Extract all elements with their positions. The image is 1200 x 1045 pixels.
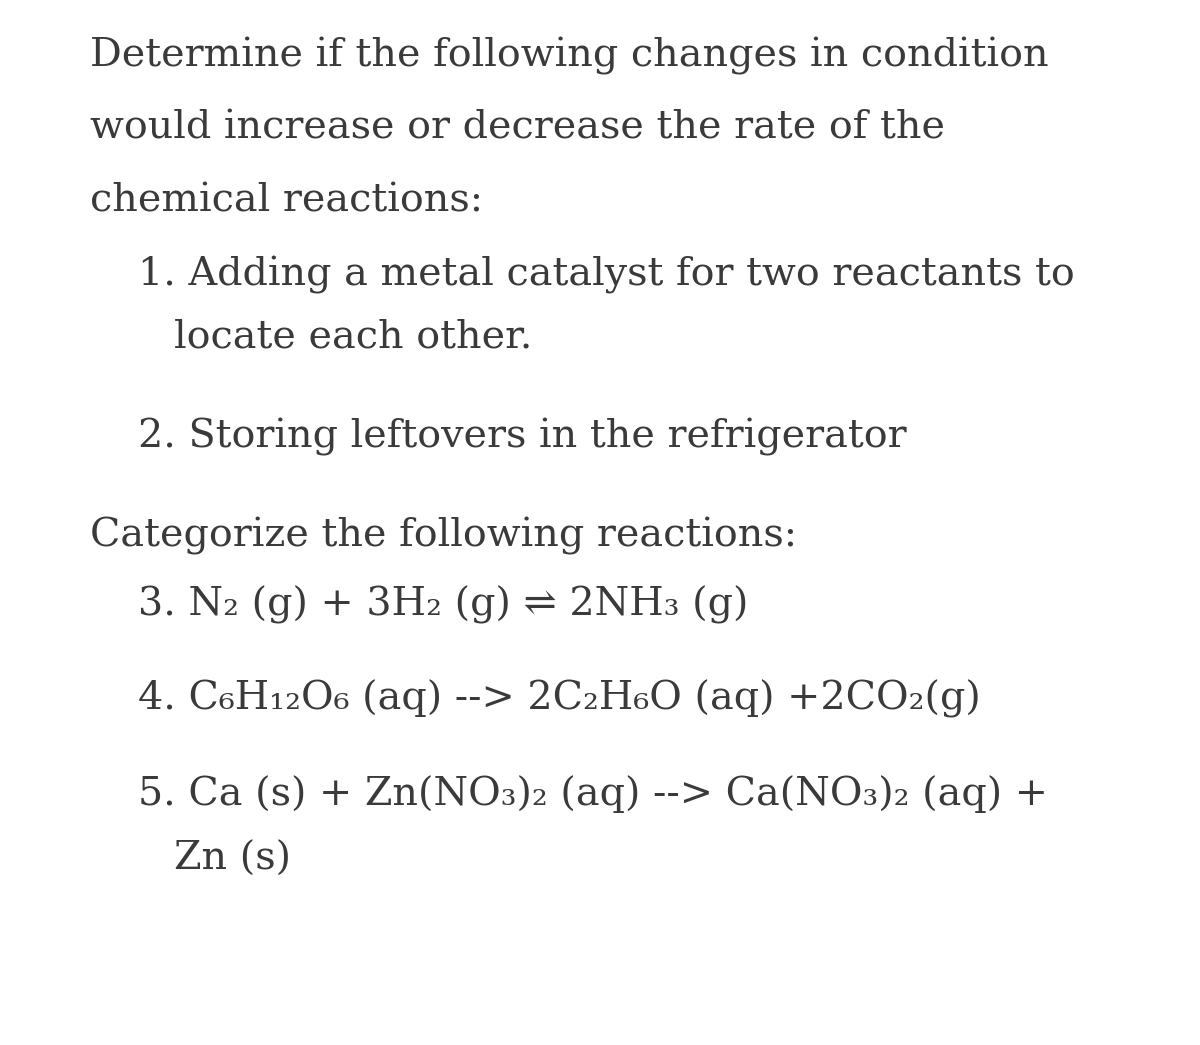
Text: Determine if the following changes in condition: Determine if the following changes in co… bbox=[90, 37, 1049, 74]
Text: chemical reactions:: chemical reactions: bbox=[90, 183, 484, 219]
Text: 4. C₆H₁₂O₆ (aq) --> 2C₂H₆O (aq) +2CO₂(g): 4. C₆H₁₂O₆ (aq) --> 2C₂H₆O (aq) +2CO₂(g) bbox=[138, 679, 980, 718]
Text: Zn (s): Zn (s) bbox=[174, 841, 292, 878]
Text: Categorize the following reactions:: Categorize the following reactions: bbox=[90, 517, 797, 555]
Text: locate each other.: locate each other. bbox=[174, 319, 533, 355]
Text: 1. Adding a metal catalyst for two reactants to: 1. Adding a metal catalyst for two react… bbox=[138, 256, 1075, 294]
Text: 2. Storing leftovers in the refrigerator: 2. Storing leftovers in the refrigerator bbox=[138, 418, 907, 456]
Text: 5. Ca (s) + Zn(NO₃)₂ (aq) --> Ca(NO₃)₂ (aq) +: 5. Ca (s) + Zn(NO₃)₂ (aq) --> Ca(NO₃)₂ (… bbox=[138, 775, 1048, 813]
Text: 3. N₂ (g) + 3H₂ (g) ⇌ 2NH₃ (g): 3. N₂ (g) + 3H₂ (g) ⇌ 2NH₃ (g) bbox=[138, 585, 749, 624]
Text: would increase or decrease the rate of the: would increase or decrease the rate of t… bbox=[90, 110, 946, 146]
